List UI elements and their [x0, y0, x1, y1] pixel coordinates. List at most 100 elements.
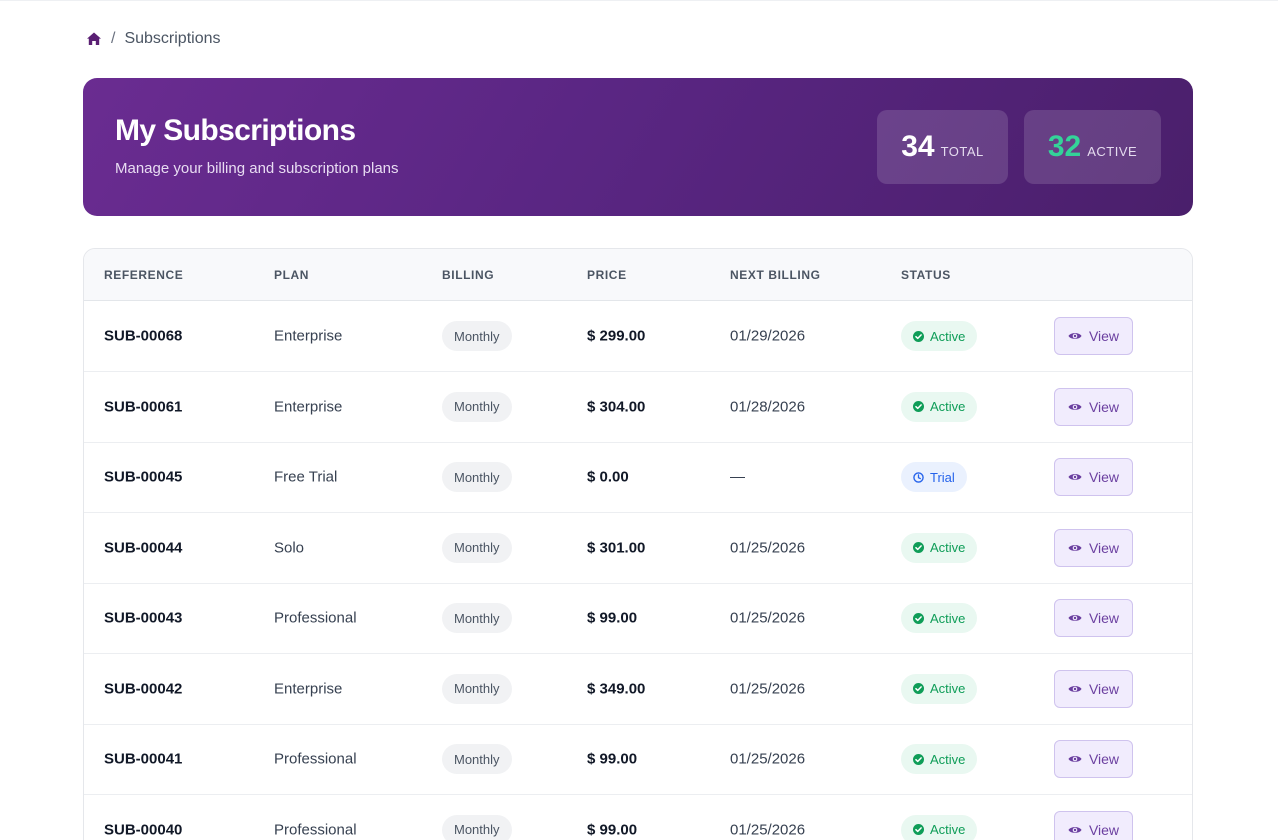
reference-cell: SUB-00045 — [104, 468, 183, 486]
view-button[interactable]: View — [1054, 810, 1133, 840]
next-billing-cell: 01/25/2026 — [730, 680, 806, 697]
eye-icon — [1068, 402, 1082, 412]
total-stat-card: 34 TOTAL — [877, 110, 1008, 184]
view-button[interactable]: View — [1054, 317, 1133, 355]
view-button[interactable]: View — [1054, 458, 1133, 496]
header-billing: BILLING — [442, 268, 495, 282]
reference-cell: SUB-00041 — [104, 750, 183, 768]
price-cell: $ 299.00 — [587, 327, 646, 345]
view-button-label: View — [1088, 610, 1120, 626]
status-badge: Active — [901, 391, 978, 422]
reference-cell: SUB-00040 — [104, 821, 183, 838]
table-row: SUB-00068 Enterprise Monthly $ 299.00 01/29/… — [84, 301, 1192, 372]
reference-cell: SUB-00061 — [104, 398, 183, 415]
status-badge: Trial — [901, 462, 967, 492]
header-next-billing: NEXT BILLING — [730, 268, 821, 282]
status-label: Active — [930, 540, 966, 555]
view-button[interactable]: View — [1054, 599, 1133, 637]
eye-icon — [1068, 684, 1082, 694]
billing-badge: Monthly — [442, 321, 512, 351]
status-label: Active — [930, 822, 966, 837]
status-label: Active — [930, 610, 966, 626]
status-label: Active — [930, 399, 966, 414]
billing-badge: Monthly — [442, 744, 512, 774]
clock-icon — [913, 471, 924, 483]
view-button-label: View — [1088, 539, 1120, 556]
reference-cell: SUB-00068 — [104, 327, 183, 345]
next-billing-cell: 01/25/2026 — [730, 609, 806, 627]
next-billing-cell: 01/25/2026 — [730, 821, 806, 838]
check-circle-icon — [913, 824, 924, 835]
breadcrumb: / Subscriptions — [86, 28, 221, 50]
billing-badge: Monthly — [442, 462, 512, 492]
view-button-label: View — [1088, 821, 1120, 838]
next-billing-cell: 01/25/2026 — [730, 539, 806, 556]
table-row: SUB-00043 Professional Monthly $ 99.00 01/25… — [84, 583, 1192, 654]
view-button-label: View — [1088, 328, 1120, 344]
header-price: PRICE — [587, 268, 627, 282]
next-billing-cell: — — [730, 468, 745, 486]
total-label: TOTAL — [940, 143, 984, 159]
check-circle-icon — [913, 753, 924, 765]
price-cell: $ 301.00 — [587, 539, 646, 556]
eye-icon — [1068, 754, 1082, 764]
status-badge: Active — [901, 673, 978, 704]
check-circle-icon — [913, 542, 924, 553]
price-cell: $ 304.00 — [587, 398, 646, 415]
breadcrumb-current: Subscriptions — [124, 30, 221, 47]
eye-icon — [1068, 331, 1082, 341]
status-label: Active — [930, 328, 966, 344]
view-button[interactable]: View — [1054, 740, 1133, 778]
total-count: 34 — [901, 130, 935, 163]
view-button[interactable]: View — [1054, 669, 1133, 708]
home-icon[interactable] — [86, 31, 102, 47]
subscriptions-hero: My Subscriptions Manage your billing and… — [83, 78, 1193, 216]
plan-cell: Free Trial — [274, 468, 338, 486]
reference-cell: SUB-00043 — [104, 609, 183, 627]
page-title: My Subscriptions — [115, 114, 356, 147]
price-cell: $ 99.00 — [587, 750, 638, 768]
status-label: Trial — [930, 469, 955, 485]
active-count: 32 — [1047, 130, 1082, 163]
breadcrumb-separator: / — [111, 30, 116, 47]
plan-cell: Solo — [274, 539, 305, 556]
billing-badge: Monthly — [442, 673, 512, 704]
view-button[interactable]: View — [1054, 387, 1133, 426]
table-header: REFERENCE PLAN BILLING PRICE NEXT BILLIN… — [84, 249, 1192, 301]
eye-icon — [1068, 613, 1082, 623]
billing-badge: Monthly — [442, 391, 512, 422]
view-button-label: View — [1088, 469, 1120, 485]
header-status: STATUS — [901, 268, 951, 282]
reference-cell: SUB-00044 — [104, 539, 183, 556]
plan-cell: Professional — [274, 609, 357, 627]
plan-cell: Professional — [274, 821, 357, 838]
status-badge: Active — [901, 603, 978, 633]
billing-badge: Monthly — [442, 814, 512, 840]
reference-cell: SUB-00042 — [104, 680, 183, 697]
price-cell: $ 99.00 — [587, 821, 638, 838]
eye-icon — [1068, 825, 1082, 835]
next-billing-cell: 01/28/2026 — [730, 398, 806, 415]
view-button-label: View — [1088, 751, 1120, 767]
check-circle-icon — [913, 330, 924, 342]
status-badge: Active — [901, 532, 978, 563]
plan-cell: Enterprise — [274, 680, 343, 697]
price-cell: $ 349.00 — [587, 680, 646, 697]
view-button-label: View — [1088, 680, 1120, 697]
table-row: SUB-00045 Free Trial Monthly $ 0.00 — Trial Vi… — [84, 442, 1192, 513]
view-button[interactable]: View — [1054, 528, 1133, 567]
active-label: ACTIVE — [1087, 143, 1138, 159]
status-label: Active — [930, 751, 966, 767]
plan-cell: Professional — [274, 750, 357, 768]
billing-badge: Monthly — [442, 603, 512, 633]
price-cell: $ 0.00 — [587, 468, 629, 486]
next-billing-cell: 01/29/2026 — [730, 327, 806, 345]
header-plan: PLAN — [274, 268, 310, 282]
status-label: Active — [930, 681, 966, 696]
price-cell: $ 99.00 — [587, 609, 638, 627]
check-circle-icon — [913, 683, 924, 694]
table-row: SUB-00061 Enterprise Monthly $ 304.00 01/28/… — [84, 372, 1192, 443]
header-reference: REFERENCE — [104, 268, 184, 282]
billing-badge: Monthly — [442, 532, 512, 563]
next-billing-cell: 01/25/2026 — [730, 750, 806, 768]
